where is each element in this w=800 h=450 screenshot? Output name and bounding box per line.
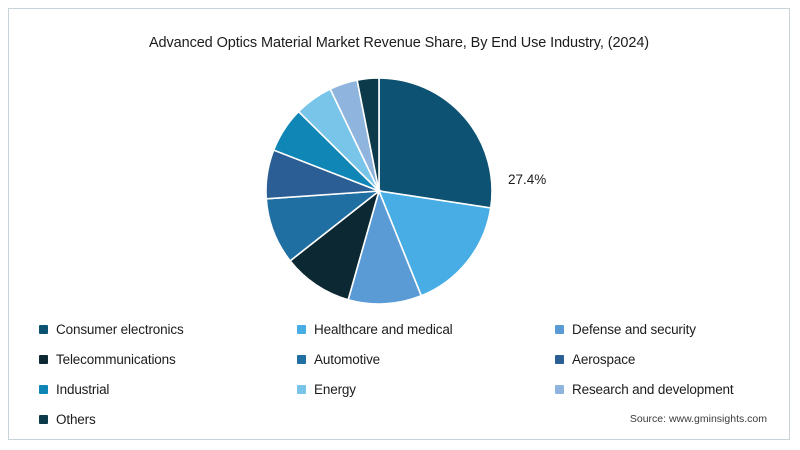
legend-item[interactable]: Automotive: [297, 344, 555, 374]
pie-chart: [264, 76, 494, 306]
legend-item[interactable]: Research and development: [555, 374, 784, 404]
page-title: Advanced Optics Material Market Revenue …: [148, 35, 650, 51]
legend-item-label: Telecommunications: [56, 351, 176, 367]
pie-slice[interactable]: [378, 77, 493, 209]
pie-slice[interactable]: [347, 188, 423, 305]
legend-swatch-icon: [555, 384, 564, 394]
pie-slice[interactable]: [289, 188, 381, 301]
legend-item[interactable]: Aerospace: [555, 344, 784, 374]
legend-item-label: Defense and security: [572, 321, 696, 337]
legend-item-label: Healthcare and medical: [314, 321, 453, 337]
legend-swatch-icon: [555, 354, 564, 364]
legend-item[interactable]: Others: [39, 404, 297, 434]
legend-swatch-icon: [39, 414, 48, 424]
legend-swatch-icon: [297, 324, 306, 334]
pie-slice[interactable]: [377, 189, 492, 297]
chart-legend: Consumer electronics Healthcare and medic…: [39, 314, 784, 434]
legend-item-label: Energy: [314, 381, 356, 397]
legend-swatch-icon: [297, 354, 306, 364]
chart-frame: Advanced Optics Material Market Revenue …: [8, 8, 790, 440]
legend-item[interactable]: Consumer electronics: [39, 314, 297, 344]
legend-swatch-icon: [39, 354, 48, 364]
pie-chart-svg: [265, 77, 493, 305]
legend-swatch-icon: [39, 384, 48, 394]
legend-swatch-icon: [555, 324, 564, 334]
legend-item[interactable]: Telecommunications: [39, 344, 297, 374]
legend-swatch-icon: [39, 324, 48, 334]
legend-item-label: Consumer electronics: [56, 321, 184, 337]
source-note: Source: www.gminsights.com: [629, 413, 767, 425]
pie-data-label-consumer-electronics: 27.4%: [508, 172, 547, 187]
legend-item[interactable]: Industrial: [39, 374, 297, 404]
pie-slice-group: [265, 77, 493, 305]
legend-item[interactable]: Energy: [297, 374, 555, 404]
pie-slice[interactable]: [356, 77, 380, 192]
legend-item-label: Aerospace: [572, 351, 636, 367]
legend-item-label: Research and development: [572, 381, 734, 397]
legend-item-label: Others: [56, 411, 96, 427]
legend-item[interactable]: Defense and security: [555, 314, 784, 344]
legend-item-label: Industrial: [56, 381, 110, 397]
legend-swatch-icon: [297, 384, 306, 394]
legend-item-label: Automotive: [314, 351, 381, 367]
legend-item[interactable]: Healthcare and medical: [297, 314, 555, 344]
